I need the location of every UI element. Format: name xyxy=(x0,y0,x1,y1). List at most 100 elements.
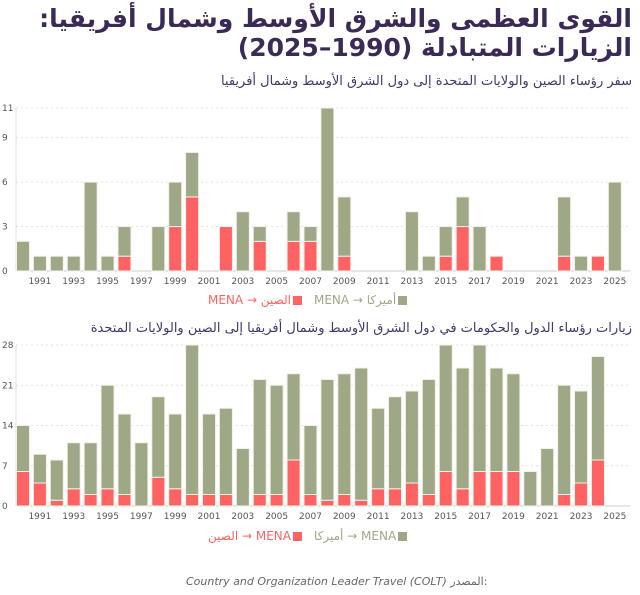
bar-china-1992 xyxy=(49,499,64,507)
x-tick-label: 1993 xyxy=(62,512,85,522)
bar-usa-2005 xyxy=(269,384,284,495)
title-line-2: الزيارات المتبادلة (1990–2025) xyxy=(237,33,632,62)
x-tick-label: 2009 xyxy=(333,512,356,522)
bar-china-2007 xyxy=(303,494,318,507)
chart1-title: سفر رؤساء الصين والولايات المتحدة إلى دو… xyxy=(220,74,632,89)
x-tick-label: 2021 xyxy=(536,512,559,522)
bar-china-2022 xyxy=(557,494,572,507)
bar-china-2006 xyxy=(286,459,301,507)
bar-china-1995 xyxy=(100,488,115,507)
bar-usa-2007 xyxy=(303,226,318,242)
bar-china-2009 xyxy=(337,255,352,272)
bar-usa-2000 xyxy=(185,151,200,198)
y-tick-label: 0 xyxy=(2,502,8,512)
bar-china-2001 xyxy=(202,494,217,507)
bar-china-2012 xyxy=(388,488,403,507)
x-tick-label: 2023 xyxy=(570,512,593,522)
bar-usa-2010 xyxy=(354,367,369,501)
bar-china-2024 xyxy=(590,255,605,272)
bar-usa-2022 xyxy=(557,196,572,257)
bar-usa-2009 xyxy=(337,373,352,495)
x-tick-label: 2015 xyxy=(434,277,457,287)
bar-usa-2002 xyxy=(218,407,233,495)
bar-usa-1990 xyxy=(16,425,30,472)
x-tick-label: 1995 xyxy=(96,277,119,287)
x-tick-label: 2003 xyxy=(231,277,254,287)
bar-usa-2018 xyxy=(489,367,504,472)
chart1-leaders-to-mena: 0 3 6 9 11 1991 1993 1995 1997 1999 2001 2003 2005 20… xyxy=(2,104,630,287)
bar-usa-2021 xyxy=(540,448,555,507)
bar-usa-2009 xyxy=(337,196,352,257)
bar-china-2014 xyxy=(421,494,436,507)
bar-usa-1998 xyxy=(151,226,166,272)
bar-usa-1996 xyxy=(117,226,132,257)
bar-usa-2006 xyxy=(286,211,301,242)
legend-usa: MENA → أميركا xyxy=(314,529,408,543)
bar-usa-2020 xyxy=(523,471,538,507)
bar-china-2018 xyxy=(489,255,504,272)
bar-china-1991 xyxy=(32,482,47,507)
x-tick-label: 2019 xyxy=(502,277,525,287)
bar-china-1999 xyxy=(168,488,183,507)
x-tick-label: 2023 xyxy=(570,277,593,287)
bar-usa-2001 xyxy=(202,413,217,495)
bar-usa-1994 xyxy=(83,442,98,495)
x-tick-label: 2013 xyxy=(400,277,423,287)
x-tick-label: 2009 xyxy=(333,277,356,287)
bar-china-2022 xyxy=(557,255,572,272)
bar-china-2016 xyxy=(455,226,470,272)
bar-china-2018 xyxy=(489,471,504,507)
bar-china-2019 xyxy=(506,471,521,507)
x-tick-label: 1997 xyxy=(130,277,153,287)
bar-china-2005 xyxy=(269,494,284,507)
x-tick-label: 1999 xyxy=(164,512,187,522)
x-tick-label: 2025 xyxy=(603,277,626,287)
y-tick-label: 6 xyxy=(2,178,8,188)
y-tick-label: 3 xyxy=(2,223,8,233)
bar-china-2024 xyxy=(590,459,605,507)
x-tick-label: 2001 xyxy=(198,277,221,287)
bar-usa-1990 xyxy=(16,240,30,272)
x-tick-label: 2015 xyxy=(434,512,457,522)
legend-swatch-usa xyxy=(398,532,408,541)
legend-swatch-china xyxy=(292,296,302,305)
bar-usa-2022 xyxy=(557,384,572,495)
title-line-1: القوى العظمى والشرق الأوسط وشمال أفريقيا… xyxy=(39,4,632,33)
source-label: المصدر: xyxy=(450,575,488,588)
chart2-legend: MENA → أميركا MENA → الصين xyxy=(208,529,408,543)
x-tick-label: 2003 xyxy=(231,512,254,522)
bar-china-2011 xyxy=(371,488,386,507)
bar-usa-2015 xyxy=(438,344,453,472)
x-tick-label: 2007 xyxy=(299,512,322,522)
bar-china-1998 xyxy=(151,476,166,507)
bar-usa-1999 xyxy=(168,413,183,490)
bar-usa-2011 xyxy=(371,407,386,490)
bar-china-1993 xyxy=(66,488,81,507)
page-title: القوى العظمى والشرق الأوسط وشمال أفريقيا… xyxy=(12,4,632,62)
x-tick-label: 2007 xyxy=(299,277,322,287)
bar-china-2007 xyxy=(303,240,318,272)
bar-china-2002 xyxy=(218,226,233,272)
y-tick-label: 9 xyxy=(2,134,8,144)
bar-usa-2004 xyxy=(252,226,267,242)
x-tick-label: 1999 xyxy=(164,277,187,287)
bar-usa-1993 xyxy=(66,442,81,490)
bar-usa-2003 xyxy=(235,448,250,507)
bar-usa-2014 xyxy=(421,379,436,495)
bar-usa-1999 xyxy=(168,181,183,228)
y-tick-label: 21 xyxy=(2,381,13,391)
bar-usa-1994 xyxy=(83,181,98,272)
bar-usa-2014 xyxy=(421,255,436,272)
y-tick-label: 28 xyxy=(2,341,14,351)
legend-usa: أميركا → MENA xyxy=(314,293,408,307)
bar-usa-2007 xyxy=(303,425,318,495)
bar-usa-2015 xyxy=(438,226,453,257)
bar-usa-1993 xyxy=(66,255,81,272)
bar-china-2015 xyxy=(438,255,453,272)
bar-china-2004 xyxy=(252,240,267,272)
bar-china-2010 xyxy=(354,499,369,507)
bar-usa-2016 xyxy=(455,196,470,228)
bar-usa-2003 xyxy=(235,211,250,272)
bar-usa-2000 xyxy=(185,344,200,495)
bar-china-2023 xyxy=(574,482,589,507)
